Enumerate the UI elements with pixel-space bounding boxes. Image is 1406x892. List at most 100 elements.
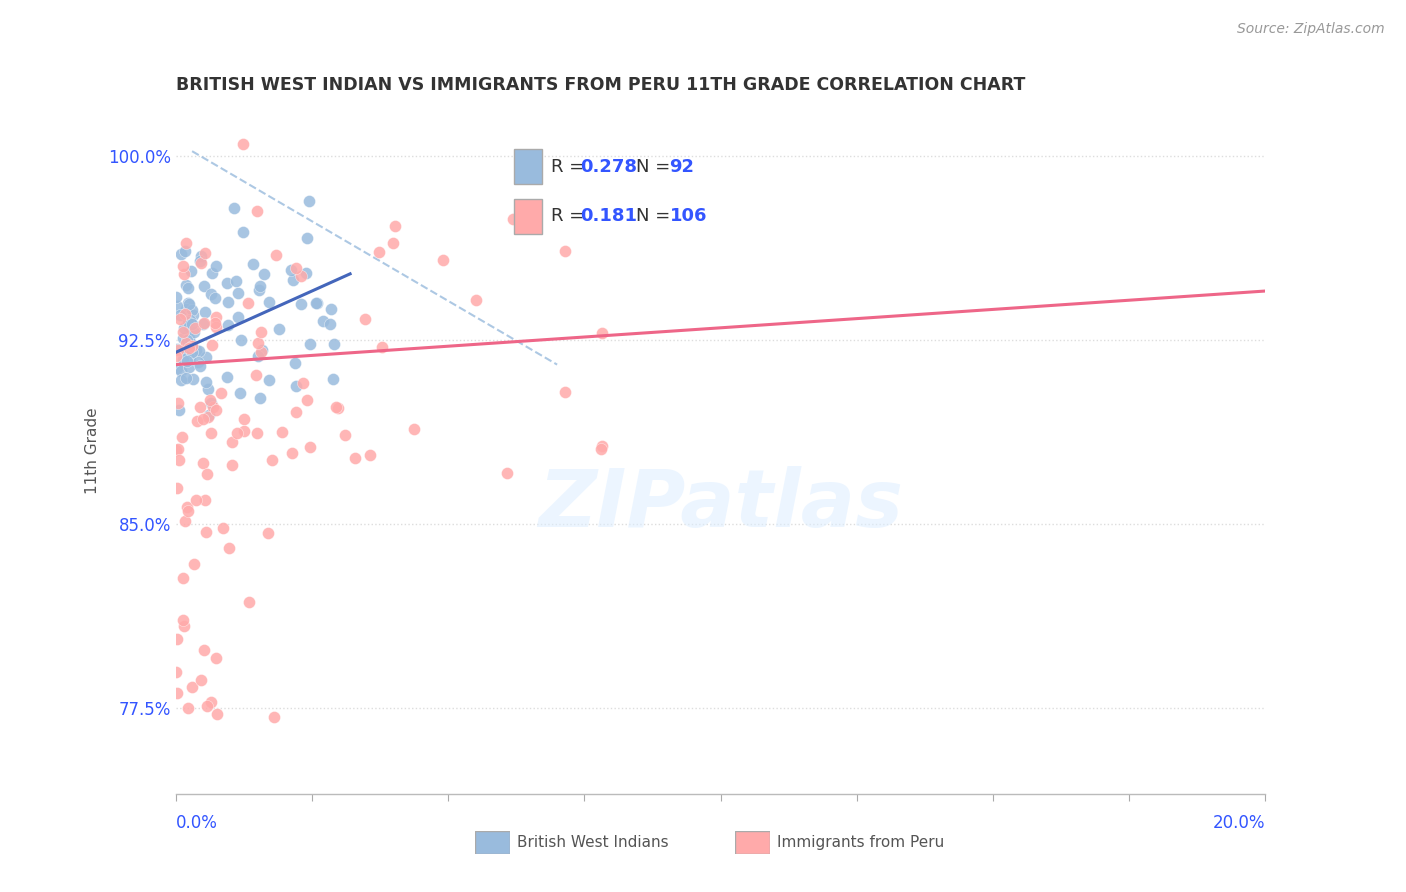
Point [176,500,198,514]
Point [180,337,202,351]
Point [236,296,259,310]
Text: ZIPatlas: ZIPatlas [538,467,903,544]
Point [170,373,193,387]
Point [174,343,197,358]
Text: 0.278: 0.278 [581,158,637,176]
Point [256,525,278,540]
Point [200,395,222,409]
Point [232,424,254,438]
Point [260,452,283,467]
Point [589,442,612,456]
Point [305,296,328,310]
Point [195,350,218,364]
Point [181,317,204,331]
Point [202,401,225,415]
Point [402,422,425,436]
Point [554,244,576,258]
Point [172,325,194,339]
Point [204,291,226,305]
Point [191,411,214,425]
Point [205,259,228,273]
Point [179,297,201,311]
Point [495,466,517,480]
Point [188,400,211,414]
Point [298,194,321,208]
Point [194,524,217,539]
Point [257,373,280,387]
Point [285,260,308,275]
Point [174,302,197,317]
Point [188,343,211,358]
Point [209,386,232,401]
Point [174,336,197,351]
Point [197,409,219,424]
Point [194,375,217,389]
Point [247,349,270,363]
Point [170,364,193,378]
Point [165,442,187,457]
Point [226,286,249,301]
Point [298,337,321,351]
Point [323,337,346,351]
Point [173,321,195,335]
Point [179,351,201,365]
Point [591,326,613,340]
Point [343,450,366,465]
Point [502,211,524,226]
Point [205,651,228,665]
Point [198,392,221,407]
Point [173,618,195,632]
Point [205,319,228,334]
Point [257,295,280,310]
Text: 92: 92 [669,158,695,176]
Point [200,695,222,709]
Point [229,386,252,401]
Point [190,249,212,263]
Text: 0.181: 0.181 [581,207,637,225]
Point [295,231,318,245]
Point [250,326,273,340]
Text: British West Indians: British West Indians [517,836,668,850]
Point [177,315,200,329]
Point [218,541,240,555]
Point [201,337,224,351]
Point [186,414,208,428]
Point [194,304,217,318]
Point [193,317,215,331]
Bar [515,149,543,184]
Point [166,481,188,495]
Point [179,313,201,327]
Text: 0.0%: 0.0% [176,814,218,831]
Point [215,369,238,384]
Point [177,281,200,295]
Point [172,331,194,345]
Point [263,710,285,724]
Point [177,341,200,355]
Point [217,276,239,290]
Point [233,412,256,426]
Point [321,302,343,317]
Point [232,225,254,239]
Point [221,458,243,472]
Point [197,382,219,396]
Point [252,267,274,281]
Point [319,318,342,332]
Point [280,262,302,277]
Point [177,700,200,714]
Point [221,435,243,450]
Point [290,297,312,311]
Point [464,293,486,307]
Point [166,632,188,647]
Point [509,200,531,214]
Text: R =: R = [551,207,583,225]
Point [295,393,318,408]
Point [222,201,245,215]
Y-axis label: 11th Grade: 11th Grade [84,407,100,494]
Point [165,290,187,304]
Point [249,344,271,359]
Text: N =: N = [636,207,669,225]
Point [200,287,222,301]
Point [188,359,211,374]
Point [172,351,194,366]
Point [591,440,613,454]
